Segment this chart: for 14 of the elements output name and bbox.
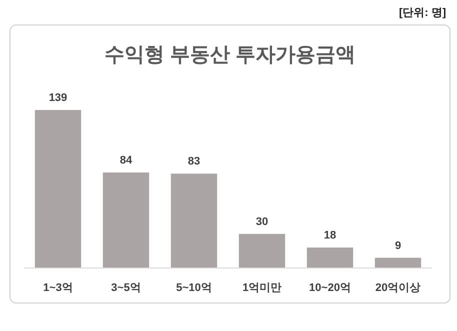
x-tick-label: 1~3억 [43, 282, 73, 294]
data-label: 83 [188, 156, 200, 168]
data-label: 139 [48, 92, 68, 104]
x-tick-label: 5~10억 [176, 282, 212, 294]
x-tick-label: 3~5억 [111, 282, 141, 294]
x-tick-label: 10~20억 [309, 282, 351, 294]
data-label: 18 [324, 230, 336, 242]
title: 수익형 부동산 투자가용금액 [104, 44, 356, 66]
annotation: [단위: 명] [398, 7, 446, 19]
data-label: 84 [120, 154, 132, 167]
x-tick-label: 1억미만 [242, 282, 282, 294]
data-label: 30 [256, 216, 268, 228]
x-tick-label: 20억이상 [375, 282, 421, 294]
data-label: 9 [394, 240, 402, 252]
